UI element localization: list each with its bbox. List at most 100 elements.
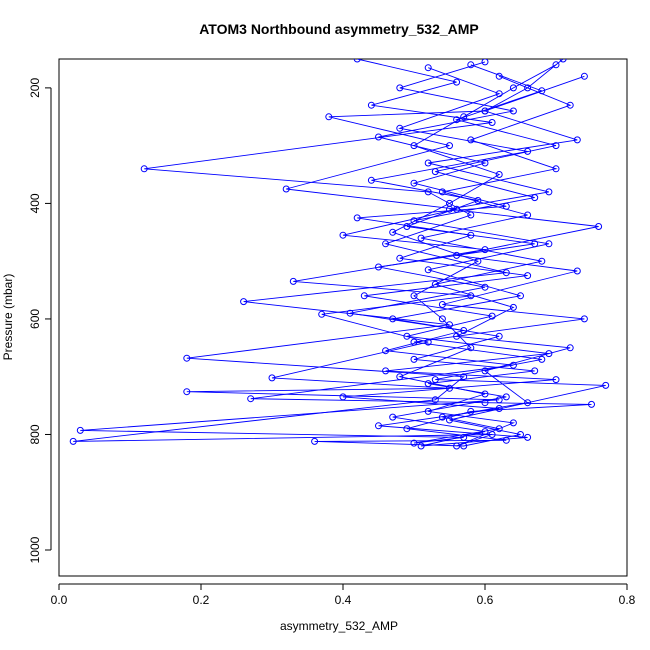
data-point bbox=[438, 188, 446, 196]
data-point bbox=[318, 310, 326, 318]
data-point bbox=[588, 400, 595, 408]
data-point bbox=[410, 292, 418, 300]
data-point bbox=[538, 355, 546, 363]
data-point bbox=[453, 251, 461, 259]
data-point bbox=[474, 197, 482, 204]
data-point bbox=[311, 437, 319, 445]
data-point bbox=[410, 439, 418, 447]
series-layer bbox=[69, 59, 610, 450]
data-point bbox=[431, 396, 439, 404]
data-point bbox=[396, 84, 404, 92]
series-4 bbox=[339, 59, 560, 450]
data-point bbox=[247, 395, 255, 403]
data-point bbox=[346, 309, 354, 317]
data-point bbox=[446, 142, 453, 150]
x-tick-label: 0.0 bbox=[51, 593, 68, 607]
data-point bbox=[353, 214, 361, 222]
data-point bbox=[580, 72, 588, 80]
data-point bbox=[431, 168, 439, 176]
data-point bbox=[446, 321, 453, 329]
data-point bbox=[453, 78, 461, 86]
data-point bbox=[460, 327, 468, 334]
data-point bbox=[552, 61, 560, 69]
data-point bbox=[488, 119, 496, 126]
data-point bbox=[410, 355, 418, 363]
data-point bbox=[417, 442, 425, 450]
data-point bbox=[453, 116, 461, 124]
y-axis-label: Pressure (mbar) bbox=[1, 274, 15, 361]
data-point bbox=[467, 407, 475, 415]
data-point bbox=[602, 381, 610, 389]
data-point bbox=[467, 231, 475, 239]
data-point bbox=[502, 202, 510, 210]
data-point bbox=[566, 101, 574, 109]
data-point bbox=[382, 367, 390, 375]
data-point bbox=[580, 315, 588, 323]
data-point bbox=[410, 179, 418, 187]
data-point bbox=[382, 240, 390, 248]
data-point bbox=[424, 159, 432, 167]
data-point bbox=[403, 332, 411, 340]
data-point bbox=[502, 436, 510, 444]
data-point bbox=[552, 165, 560, 173]
x-axis-label: asymmetry_532_AMP bbox=[280, 619, 398, 633]
data-point bbox=[495, 425, 503, 433]
data-point bbox=[467, 344, 475, 352]
data-point bbox=[566, 344, 574, 352]
data-point bbox=[524, 433, 532, 441]
x-tick-label: 0.8 bbox=[619, 593, 636, 607]
data-point bbox=[438, 315, 446, 323]
data-point bbox=[481, 59, 489, 66]
data-point bbox=[69, 437, 77, 445]
data-point bbox=[524, 272, 532, 280]
chart-title: ATOM3 Northbound asymmetry_532_AMP bbox=[199, 21, 479, 37]
data-point bbox=[240, 298, 248, 306]
data-point bbox=[481, 159, 489, 167]
plot-frame bbox=[58, 58, 628, 577]
data-point bbox=[339, 231, 347, 239]
data-point bbox=[509, 361, 517, 369]
data-point bbox=[531, 194, 539, 202]
x-tick-label: 0.2 bbox=[193, 593, 210, 607]
data-point bbox=[183, 354, 191, 362]
data-point bbox=[481, 283, 489, 291]
data-point bbox=[524, 399, 532, 407]
data-point bbox=[410, 142, 418, 150]
data-point bbox=[396, 124, 404, 132]
data-point bbox=[517, 292, 524, 300]
data-point bbox=[375, 263, 382, 271]
data-point bbox=[76, 426, 84, 434]
data-point bbox=[488, 312, 496, 320]
data-point bbox=[502, 393, 510, 401]
data-point bbox=[545, 350, 553, 358]
y-axis: 200 400 600 800 1000 bbox=[28, 78, 52, 563]
y-tick-label: 400 bbox=[28, 193, 42, 213]
data-point bbox=[289, 277, 297, 285]
data-point bbox=[552, 142, 560, 150]
x-tick-label: 0.4 bbox=[335, 593, 352, 607]
x-tick-label: 0.6 bbox=[477, 593, 494, 607]
data-point bbox=[552, 376, 560, 384]
y-tick-label: 600 bbox=[28, 309, 42, 329]
series-line bbox=[342, 61, 557, 447]
data-point bbox=[438, 301, 446, 308]
data-point bbox=[396, 254, 404, 262]
data-point bbox=[509, 84, 517, 92]
data-point bbox=[495, 171, 503, 178]
data-point bbox=[509, 107, 517, 115]
series-3 bbox=[247, 64, 610, 450]
data-point bbox=[424, 266, 432, 274]
data-point bbox=[559, 59, 567, 63]
data-point bbox=[424, 380, 432, 388]
data-point bbox=[531, 367, 539, 375]
data-point bbox=[495, 332, 503, 340]
data-point bbox=[410, 338, 418, 346]
data-point bbox=[446, 205, 453, 213]
y-tick-label: 1000 bbox=[28, 536, 42, 563]
data-point bbox=[524, 84, 532, 92]
data-point bbox=[495, 90, 503, 98]
data-point bbox=[375, 133, 382, 141]
data-point bbox=[481, 399, 489, 407]
data-point bbox=[467, 292, 475, 300]
